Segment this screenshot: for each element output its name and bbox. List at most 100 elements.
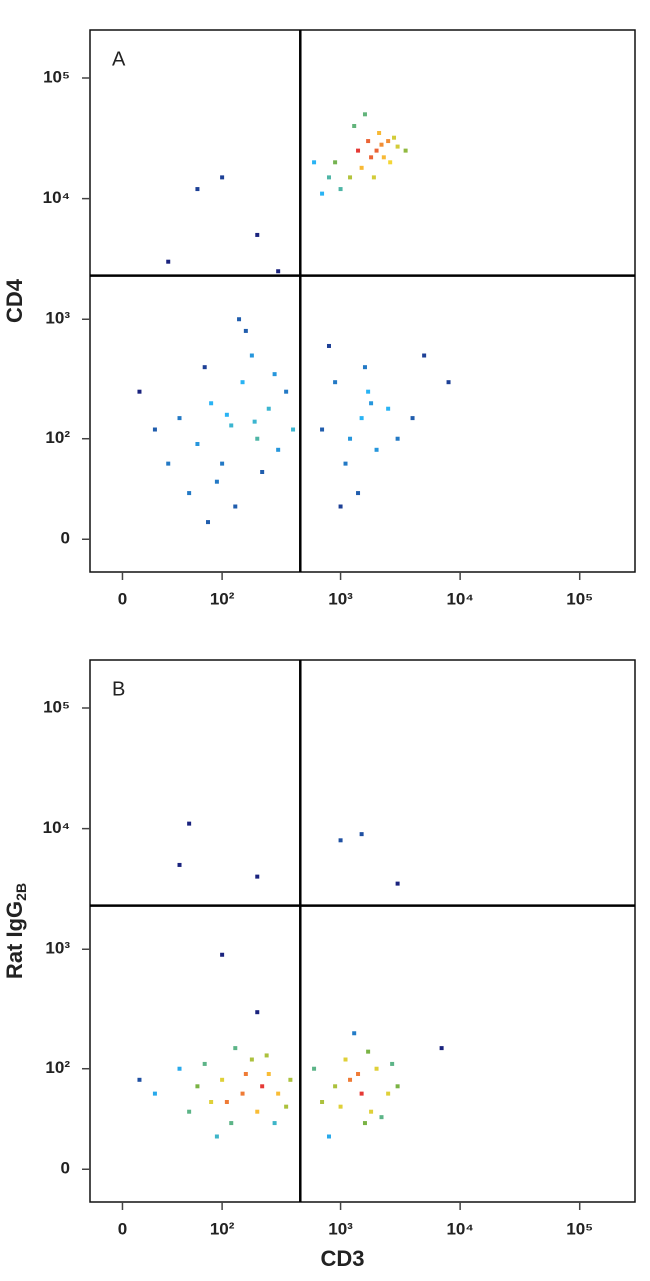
event-point	[392, 135, 397, 140]
event-point	[388, 160, 393, 165]
panel-label: B	[112, 678, 125, 700]
event-point	[352, 1031, 357, 1036]
event-point	[381, 155, 386, 160]
y-tick-label: 0	[61, 529, 70, 548]
event-point	[233, 504, 238, 509]
event-point	[343, 461, 348, 466]
event-point	[255, 232, 260, 237]
event-point	[237, 317, 242, 322]
event-point	[312, 1066, 317, 1071]
event-point	[379, 1115, 384, 1120]
x-axis-label: CD3	[320, 1246, 364, 1271]
event-point	[338, 187, 343, 192]
x-tick-label: 10⁵	[566, 589, 593, 608]
event-point	[379, 142, 384, 147]
x-tick-label: 10³	[328, 589, 353, 608]
panel-label: A	[112, 48, 126, 70]
event-point	[152, 427, 157, 432]
event-point	[224, 1099, 229, 1104]
x-tick-label: 0	[118, 589, 127, 608]
event-point	[233, 1046, 238, 1051]
event-point	[374, 447, 379, 452]
event-point	[152, 1091, 157, 1096]
y-axis-label-text: Rat IgG	[2, 901, 27, 979]
event-point	[220, 175, 225, 180]
y-axis-label-text: CD4	[2, 278, 27, 323]
event-point	[403, 148, 408, 153]
event-point	[352, 124, 357, 129]
event-point	[288, 1077, 293, 1082]
event-point	[366, 1049, 371, 1054]
event-point	[395, 144, 400, 149]
y-axis-label-sub: 2B	[13, 883, 29, 901]
event-point	[220, 952, 225, 957]
event-point	[137, 389, 142, 394]
event-point	[348, 436, 353, 441]
event-point	[422, 353, 427, 358]
event-point	[202, 365, 207, 370]
event-point	[209, 1099, 214, 1104]
event-point	[272, 372, 277, 377]
event-point	[220, 461, 225, 466]
event-point	[224, 412, 229, 417]
event-point	[137, 1077, 142, 1082]
event-point	[276, 447, 281, 452]
event-point	[255, 874, 260, 879]
event-point	[255, 436, 260, 441]
event-point	[284, 1104, 289, 1109]
event-point	[206, 520, 211, 525]
event-point	[276, 1091, 281, 1096]
event-point	[243, 328, 248, 333]
event-point	[362, 1121, 367, 1126]
event-point	[252, 419, 257, 424]
event-point	[187, 491, 192, 496]
y-tick-label: 0	[61, 1159, 70, 1178]
event-point	[333, 380, 338, 385]
event-point	[255, 1010, 260, 1015]
x-tick-label: 10²	[210, 589, 235, 608]
x-tick-label: 0	[118, 1219, 127, 1238]
event-point	[369, 401, 374, 406]
event-point	[390, 1061, 395, 1066]
event-point	[220, 1077, 225, 1082]
plot-frame	[89, 659, 636, 1203]
event-point	[395, 436, 400, 441]
event-point	[356, 491, 361, 496]
event-point	[312, 160, 317, 165]
event-point	[260, 1084, 265, 1089]
event-point	[374, 1066, 379, 1071]
event-point	[377, 130, 382, 135]
x-tick-label: 10²	[210, 1219, 235, 1238]
event-point	[348, 175, 353, 180]
event-point	[338, 1104, 343, 1109]
event-point	[359, 832, 364, 837]
y-tick-label: 10⁴	[43, 188, 70, 207]
event-point	[446, 380, 451, 385]
event-point	[255, 1109, 260, 1114]
event-point	[195, 441, 200, 446]
y-tick-label: 10²	[45, 1058, 70, 1077]
event-point	[371, 175, 376, 180]
event-point	[214, 479, 219, 484]
panel: 0 10² 10³ 10⁴ 10⁵ 0 10² 10³ 10⁴ 10⁵ A CD4	[2, 29, 636, 608]
event-point	[395, 1084, 400, 1089]
event-point	[266, 406, 271, 411]
event-point	[356, 1071, 361, 1076]
y-tick-label: 10³	[45, 309, 70, 328]
event-point	[249, 1057, 254, 1062]
event-point	[229, 1121, 234, 1126]
event-point	[386, 139, 391, 144]
event-point	[260, 469, 265, 474]
event-point	[410, 416, 415, 421]
event-point	[166, 461, 171, 466]
event-point	[249, 353, 254, 358]
event-point	[338, 838, 343, 843]
event-point	[348, 1077, 353, 1082]
event-point	[386, 406, 391, 411]
x-tick-label: 10⁵	[566, 1219, 593, 1238]
event-point	[195, 1084, 200, 1089]
y-axis-label: Rat IgG2B	[2, 883, 29, 979]
event-point	[240, 380, 245, 385]
y-tick-label: 10⁵	[43, 697, 70, 716]
